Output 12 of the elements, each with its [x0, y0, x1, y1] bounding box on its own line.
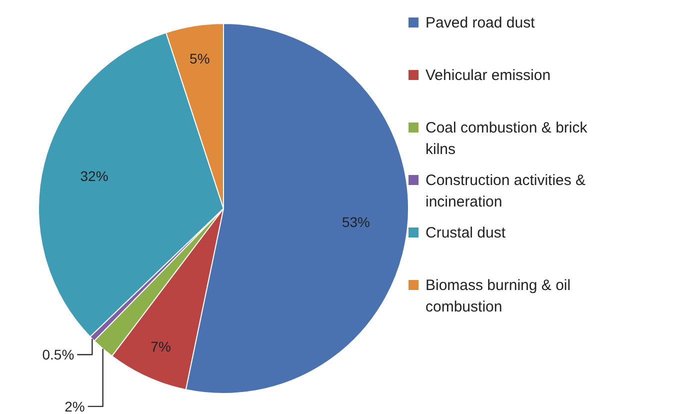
- legend-label: Biomass burning & oil combustion: [426, 277, 571, 316]
- legend-label: Crustal dust: [426, 224, 506, 242]
- legend-label: Paved road dust: [426, 14, 536, 32]
- legend-label: Vehicular emission: [426, 67, 551, 84]
- data-label: 5%: [190, 50, 210, 67]
- data-label: 32%: [80, 168, 108, 184]
- legend-label: Coal combustion & brick kilns: [426, 120, 588, 158]
- data-label: 2%: [64, 398, 85, 414]
- data-label: 0.5%: [42, 346, 74, 363]
- legend-label: Construction activities & incineration: [426, 172, 586, 210]
- data-label: 7%: [150, 338, 171, 355]
- data-label: 53%: [342, 214, 370, 230]
